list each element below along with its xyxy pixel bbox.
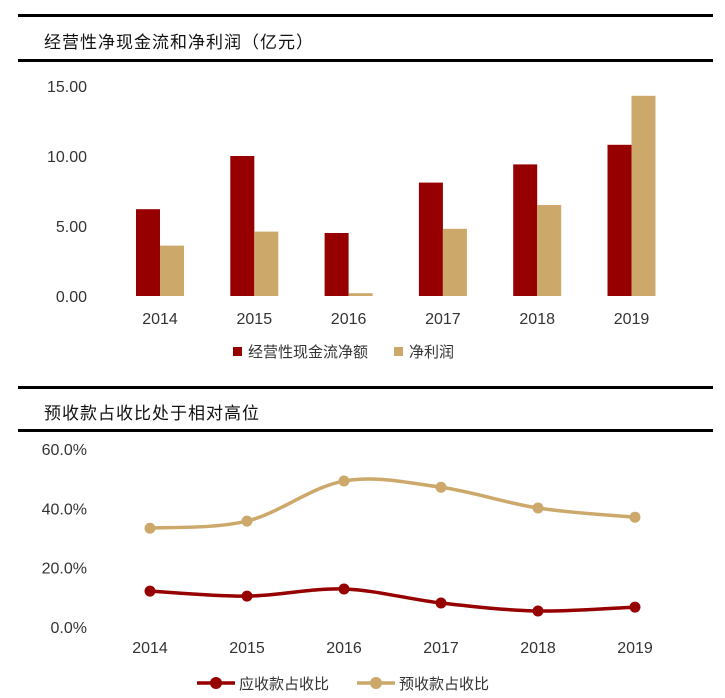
legend-marker	[210, 677, 222, 689]
chart2-title: 预收款占收比处于相对高位	[44, 404, 260, 424]
bar-net-profit	[254, 231, 279, 296]
legend-swatch	[394, 347, 403, 356]
section-rule	[18, 386, 713, 389]
data-point	[532, 502, 544, 514]
x-tick-label: 2014	[132, 640, 168, 657]
bar-net-profit	[537, 205, 562, 296]
x-tick-label: 2019	[617, 640, 653, 657]
data-point	[144, 585, 156, 597]
x-tick-label: 2017	[423, 640, 459, 657]
x-tick-label: 2016	[331, 311, 367, 328]
x-tick-label: 2014	[142, 311, 178, 328]
y-tick-label: 15.00	[47, 79, 87, 96]
legend-label: 经营性现金流净额	[248, 344, 368, 361]
data-point	[435, 597, 447, 609]
title-rule	[18, 59, 713, 62]
y-tick-label: 60.0%	[42, 442, 87, 459]
y-tick-label: 20.0%	[42, 561, 87, 578]
bar-operating-cashflow	[607, 144, 632, 296]
title-rule-2	[18, 429, 713, 432]
bar-net-profit	[348, 293, 373, 296]
data-point	[338, 475, 350, 487]
x-tick-label: 2015	[229, 640, 265, 657]
x-tick-label: 2019	[614, 311, 650, 328]
data-point	[532, 605, 544, 617]
legend-marker	[370, 677, 382, 689]
y-tick-label: 0.0%	[51, 620, 87, 637]
chart1-title: 经营性净现金流和净利润（亿元）	[44, 33, 314, 53]
bar-operating-cashflow	[136, 209, 160, 296]
x-tick-label: 2017	[425, 311, 461, 328]
x-tick-label: 2018	[519, 311, 555, 328]
legend-label: 应收款占收比	[239, 675, 329, 693]
data-point	[144, 522, 156, 534]
y-tick-label: 10.00	[47, 149, 87, 166]
legend-swatch	[233, 347, 242, 356]
legend-label: 净利润	[409, 344, 454, 361]
bar-net-profit	[160, 245, 184, 296]
data-point	[629, 601, 641, 613]
bar-operating-cashflow	[418, 182, 443, 296]
y-tick-label: 40.0%	[42, 501, 87, 518]
data-point	[338, 583, 350, 595]
x-tick-label: 2016	[326, 640, 362, 657]
bar-operating-cashflow	[324, 233, 349, 296]
data-point	[435, 481, 447, 493]
data-point	[241, 590, 253, 602]
bar-net-profit	[631, 95, 656, 296]
bar-net-profit	[442, 228, 467, 296]
data-point	[241, 515, 253, 527]
series-line	[149, 587, 636, 613]
legend-label: 预收款占收比	[399, 676, 489, 693]
bar-operating-cashflow	[513, 164, 538, 296]
y-tick-label: 5.00	[56, 219, 87, 236]
data-point	[629, 511, 641, 523]
x-tick-label: 2015	[237, 311, 273, 328]
x-tick-label: 2018	[520, 640, 556, 657]
bar-operating-cashflow	[230, 156, 255, 296]
top-rule	[18, 14, 713, 17]
y-tick-label: 0.00	[56, 289, 87, 306]
series-line	[149, 477, 636, 530]
